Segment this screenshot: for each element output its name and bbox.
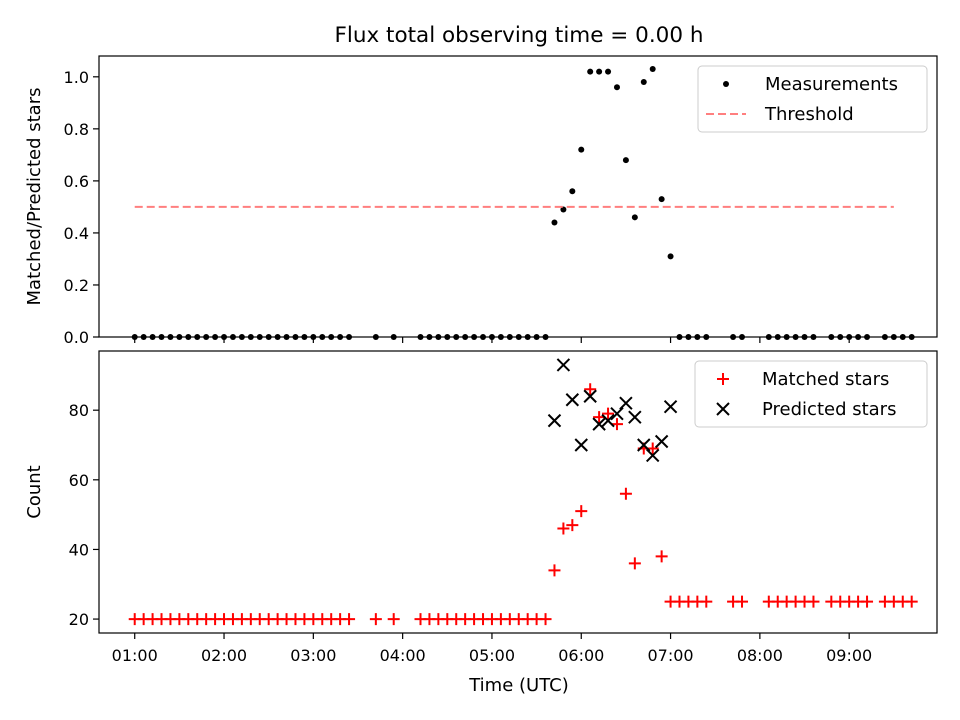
y-tick-label: 0.4 (64, 224, 89, 243)
matched-star-point (566, 519, 579, 532)
predicted-star-point (619, 396, 633, 410)
y-tick-label: 80 (69, 401, 89, 420)
matched-star-point (905, 595, 918, 608)
x-tick-label: 09:00 (826, 646, 872, 665)
measurement-point (551, 219, 558, 226)
measurement-point (596, 68, 603, 75)
matched-star-point (736, 595, 749, 608)
x-tick-label: 05:00 (469, 646, 515, 665)
x-tick-label: 08:00 (737, 646, 783, 665)
predicted-star-point (663, 399, 678, 414)
predicted-star-point (556, 358, 571, 372)
y-tick-label: 20 (69, 610, 89, 629)
predicted-star-point (654, 434, 669, 449)
predicted-star-point (628, 410, 642, 424)
legend (697, 65, 928, 133)
legend-handle (716, 402, 730, 416)
x-tick-label: 01:00 (112, 646, 158, 665)
matched-star-point (387, 613, 400, 626)
predicted-star-point (645, 448, 660, 463)
matched-star-point (807, 595, 820, 608)
measurement-point (578, 146, 585, 153)
matched-star-point (610, 418, 623, 431)
bottom-axes: 20 40 60 80 01:00 02:00 03:00 04:00 05:00 06:00 07… (24, 350, 938, 665)
predicted-star-point (610, 406, 624, 421)
matched-star-point (861, 595, 874, 608)
matched-star-point (646, 442, 659, 455)
matched-star-point (548, 564, 561, 577)
y-tick-label: 1.0 (64, 68, 89, 87)
legend-label: Threshold (764, 104, 854, 125)
y-axis-label: Matched/Predicted stars (24, 88, 45, 306)
measurement-point (560, 206, 567, 213)
y-tick-label: 40 (69, 540, 89, 559)
y-tick-label: 0.8 (64, 120, 89, 139)
matched-star-point (593, 411, 606, 424)
matched-star-point (557, 522, 570, 535)
measurement-point (622, 157, 629, 164)
matched-star-point (628, 557, 641, 570)
measurement-point (658, 196, 665, 203)
matched-star-point (584, 383, 597, 396)
x-tick-label: 06:00 (558, 646, 604, 665)
figure-title: Flux total observing time = 0.00 h (335, 23, 704, 48)
predicted-star-point (547, 413, 562, 428)
predicted-star-point (565, 393, 580, 407)
measurement-point (631, 214, 638, 221)
x-tick-label: 07:00 (648, 646, 694, 665)
measurement-point (605, 68, 612, 75)
axes-frame (98, 55, 938, 338)
matched-star-point (343, 613, 356, 626)
legend (694, 360, 928, 428)
y-tick-label: 60 (69, 471, 89, 490)
y-tick-label: 0.0 (64, 328, 89, 347)
predicted-star-point (574, 438, 588, 452)
matched-star-point (369, 613, 382, 626)
top-axes: 0.0 0.2 0.4 0.6 0.8 1.0 Matched/Predicted star… (24, 55, 938, 347)
predicted-star-point (592, 417, 606, 431)
matched-star-point (575, 505, 588, 518)
axes-frame (98, 350, 938, 634)
y-axis-label: Count (24, 465, 45, 518)
legend-handle (717, 373, 729, 385)
measurement-point (613, 84, 620, 91)
x-tick-label: 02:00 (201, 646, 247, 665)
matched-star-point (619, 487, 632, 500)
measurement-point (649, 66, 656, 73)
measurement-point (569, 188, 576, 195)
matched-star-point (700, 595, 713, 608)
x-tick-label: 03:00 (290, 646, 336, 665)
matched-star-point (655, 550, 668, 563)
measurement-point (667, 253, 674, 260)
legend-handle (723, 81, 729, 87)
matched-star-point (539, 613, 552, 626)
predicted-star-point (583, 389, 597, 403)
y-tick-label: 0.6 (64, 172, 89, 191)
measurement-point (640, 79, 647, 86)
y-tick-label: 0.2 (64, 276, 89, 295)
legend-label: Matched stars (762, 369, 889, 390)
predicted-star-point (601, 413, 615, 428)
predicted-star-point (637, 438, 651, 452)
legend-label: Predicted stars (762, 399, 896, 420)
measurement-point (587, 68, 594, 75)
x-tick-label: 04:00 (380, 646, 426, 665)
legend-label: Measurements (765, 74, 898, 95)
x-axis-label: Time (UTC) (468, 675, 569, 696)
matched-star-point (602, 407, 615, 420)
